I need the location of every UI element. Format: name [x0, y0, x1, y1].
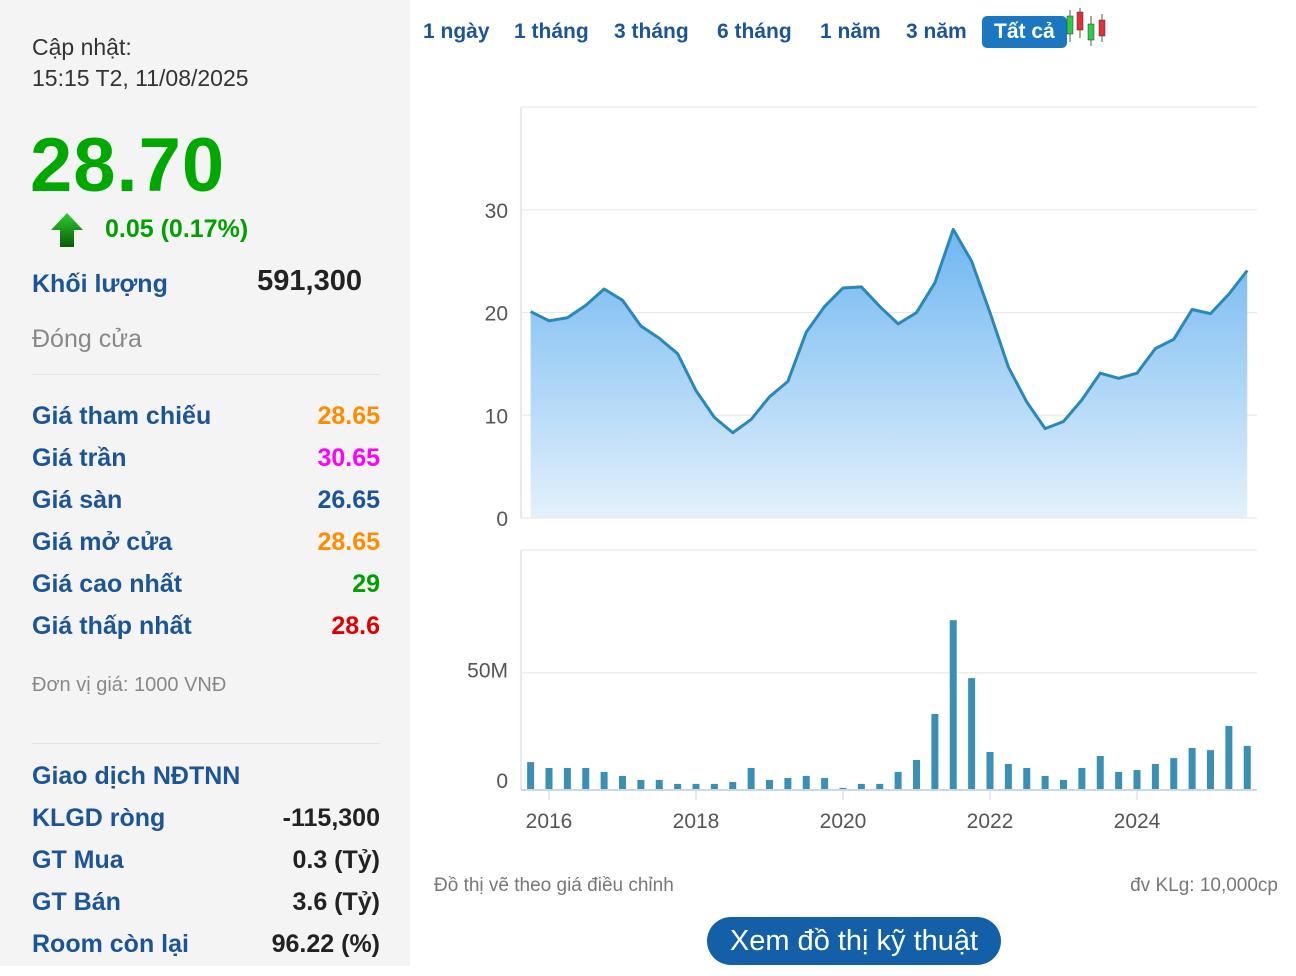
tab-range[interactable]: 6 tháng — [717, 20, 792, 43]
price-value: 28.65 — [317, 402, 380, 430]
tab-range[interactable]: 3 năm — [906, 20, 967, 43]
volume-bar — [821, 778, 829, 790]
update-label: Cập nhật: — [32, 34, 132, 60]
x-tick-label: 2020 — [820, 810, 867, 833]
volume-bar — [894, 771, 902, 790]
volume-bar — [766, 779, 773, 790]
foreign-value: -115,300 — [282, 804, 380, 832]
price-value: 28.6 — [331, 612, 380, 640]
price-label: Giá cao nhất — [32, 570, 183, 598]
volume-bar — [986, 751, 994, 790]
price-value: 26.65 — [317, 486, 380, 514]
current-price: 28.70 — [30, 123, 226, 208]
foreign-value: 0.3 (Tỷ) — [292, 846, 380, 874]
volume-bar — [802, 775, 810, 790]
foreign-trading-title: Giao dịch NĐTNN — [32, 762, 241, 790]
volume-bar — [600, 771, 608, 790]
volume-bar — [913, 759, 920, 790]
volume-bar — [1078, 767, 1086, 790]
up-arrow-icon — [51, 213, 83, 247]
volume-bar — [1115, 771, 1123, 790]
x-tick-label: 2024 — [1114, 810, 1161, 833]
volume-y-tick-label: 0 — [496, 770, 508, 793]
price-y-tick-label: 10 — [485, 405, 508, 428]
chart-note-volume-unit: đv KLg: 10,000cp — [1130, 875, 1278, 896]
unit-note: Đơn vị giá: 1000 VNĐ — [32, 674, 227, 696]
price-change: 0.05 (0.17%) — [105, 215, 249, 243]
price-y-tick-label: 0 — [496, 508, 508, 531]
volume-bar — [1096, 755, 1104, 790]
volume-bar — [1225, 725, 1233, 790]
update-time: 15:15 T2, 11/08/2025 — [32, 65, 249, 91]
volume-bar — [655, 779, 663, 790]
price-volume-chart: 0 10 20 30 0 50M 2016 2018 2020 2022 2024 — [467, 106, 1257, 833]
stock-summary-panel: Cập nhật: 15:15 T2, 11/08/2025 28.70 0.0… — [0, 0, 410, 966]
price-value: 28.65 — [317, 528, 380, 556]
x-tick-label: 2016 — [526, 810, 573, 833]
x-tick-label: 2018 — [673, 810, 720, 833]
volume-bar — [784, 778, 792, 790]
foreign-label: Room còn lại — [32, 930, 189, 958]
price-area — [530, 229, 1248, 518]
foreign-value: 96.22 (%) — [271, 930, 380, 958]
x-tick-label: 2022 — [967, 810, 1014, 833]
volume-bar — [1188, 748, 1196, 790]
price-value: 30.65 — [317, 444, 380, 472]
price-line — [529, 227, 1249, 435]
price-label: Giá trần — [32, 444, 127, 472]
foreign-label: GT Mua — [32, 846, 124, 874]
volume-bar — [674, 783, 682, 790]
market-status: Đóng cửa — [32, 325, 142, 353]
volume-bar — [692, 783, 700, 790]
volume-bar — [949, 620, 957, 790]
volume-bar — [619, 775, 626, 790]
volume-bar — [582, 767, 590, 790]
volume-bar — [839, 787, 847, 790]
volume-bar — [1151, 763, 1159, 790]
price-label: Giá tham chiếu — [32, 402, 212, 430]
tab-range[interactable]: 3 tháng — [614, 20, 689, 43]
volume-bar — [747, 767, 755, 790]
volume-bar — [710, 783, 718, 790]
foreign-label: GT Bán — [32, 888, 121, 916]
volume-bar — [1170, 758, 1178, 790]
volume-bar — [968, 678, 976, 790]
volume-bar — [545, 767, 553, 790]
volume-bar — [1243, 745, 1251, 790]
foreign-label: KLGD ròng — [32, 804, 166, 832]
price-y-tick-label: 30 — [485, 200, 508, 223]
volume-bar — [527, 762, 535, 790]
candlestick-chart-icon[interactable] — [1064, 8, 1110, 48]
tab-range[interactable]: 1 ngày — [423, 20, 490, 43]
price-value: 29 — [352, 570, 380, 598]
volume-bar — [931, 713, 939, 790]
volume-bar — [1041, 775, 1049, 790]
divider — [32, 374, 380, 375]
price-label: Giá thấp nhất — [32, 612, 192, 640]
volume-bar — [876, 783, 884, 790]
price-label: Giá sàn — [32, 486, 123, 514]
divider — [32, 743, 380, 744]
volume-bar — [729, 782, 737, 790]
chart-note-adjusted: Đồ thị vẽ theo giá điều chỉnh — [434, 875, 674, 896]
tab-range[interactable]: Tất cả — [982, 16, 1067, 48]
volume-bar — [1060, 779, 1067, 790]
tab-range[interactable]: 1 năm — [820, 20, 881, 43]
update-info: Cập nhật: 15:15 T2, 11/08/2025 — [32, 32, 249, 94]
volume-bar — [563, 767, 571, 790]
price-y-tick-label: 20 — [485, 303, 508, 326]
tab-range[interactable]: 1 tháng — [514, 20, 589, 43]
volume-bar — [1133, 770, 1141, 790]
volume-bar — [1207, 750, 1214, 790]
price-label: Giá mở cửa — [32, 528, 173, 556]
volume-y-tick-label: 50M — [467, 660, 508, 683]
volume-value: 591,300 — [257, 265, 362, 297]
volume-bar — [857, 783, 865, 790]
volume-bar — [637, 779, 645, 790]
technical-chart-button[interactable]: Xem đồ thị kỹ thuật — [707, 917, 1001, 965]
volume-label: Khối lượng — [32, 270, 168, 298]
volume-bar — [1004, 763, 1012, 790]
foreign-value: 3.6 (Tỷ) — [292, 888, 380, 916]
volume-bar — [1023, 767, 1031, 790]
